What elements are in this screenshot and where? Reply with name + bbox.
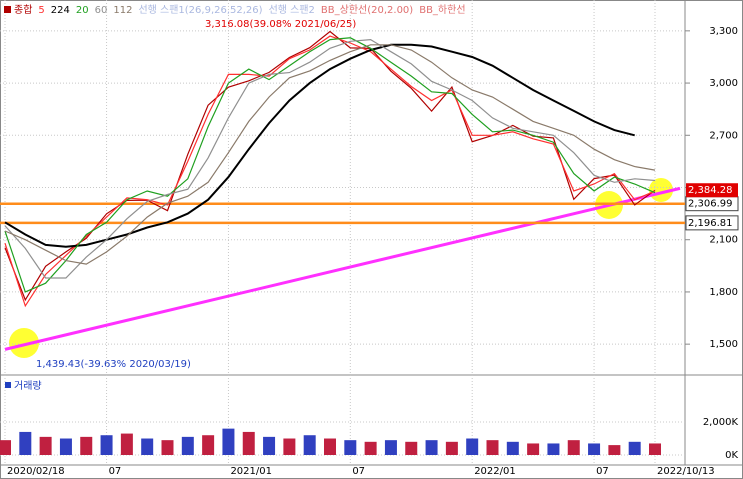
volume-bar: [344, 440, 357, 455]
volume-bar: [202, 435, 215, 455]
x-tick-label: 07: [352, 466, 365, 477]
series-line: [4, 37, 656, 293]
x-tick-label: 2022/01: [474, 466, 516, 477]
y-tick-label: 2,700: [709, 130, 738, 141]
volume-bar: [567, 440, 580, 455]
legend-entry: 112: [113, 5, 132, 16]
volume-bar: [649, 443, 661, 455]
y-tick-label: 3,000: [709, 78, 738, 89]
volume-bar: [59, 438, 72, 455]
highlight: [9, 328, 39, 358]
volume-bar: [405, 441, 418, 455]
volume-bar: [608, 445, 621, 455]
series-line: [4, 43, 635, 248]
series-line: [4, 30, 656, 302]
last-price-box: [686, 183, 738, 198]
volume-bar: [222, 428, 235, 455]
volume-bar: [0, 440, 11, 455]
legend-entry: 선행 스팬1(26,9,26,52,26): [138, 4, 262, 16]
x-tick-label: 2020/02/18: [7, 466, 65, 477]
legend-box: [4, 6, 11, 13]
legend-entry: 5: [38, 5, 44, 16]
series-line: [4, 38, 656, 279]
legend-entry: 224: [51, 5, 70, 16]
volume-bar: [486, 440, 499, 455]
volume-bar: [181, 436, 194, 455]
y-tick-label: 0K: [725, 450, 738, 461]
volume-bar: [588, 443, 601, 455]
legend-entry: BB_상한선(20,2.00): [321, 4, 413, 16]
y-tick-label: 2,100: [709, 235, 738, 246]
volume-bar: [39, 436, 52, 455]
volume-title: 거래량: [14, 380, 42, 392]
volume-bar: [445, 441, 458, 455]
y-tick-label: 3,300: [709, 26, 738, 37]
price-box: [685, 215, 739, 231]
annotation: 1,439.43(-39.63% 2020/03/19): [36, 359, 191, 370]
price-label: 2,196.81: [688, 218, 733, 229]
volume-bar: [527, 443, 540, 455]
volume-bar: [506, 441, 519, 455]
volume-bar: [547, 443, 560, 455]
x-tick-label: 07: [109, 466, 122, 477]
trendline: [4, 186, 681, 351]
legend-entry: 선행 스팬2: [269, 4, 315, 16]
volume-bar: [425, 440, 438, 455]
legend-entry: 60: [95, 5, 108, 16]
volume-bar: [19, 431, 32, 455]
volume-bar: [120, 433, 133, 455]
volume-bar: [80, 436, 93, 455]
y-tick-label: 2,000K: [703, 417, 739, 428]
legend-entry: BB_하한선: [419, 3, 465, 16]
volume-bar: [303, 435, 316, 455]
x-tick-label: 07: [596, 466, 609, 477]
series-line: [4, 35, 656, 308]
volume-bar: [384, 440, 397, 455]
y-tick-label: 1,800: [709, 287, 738, 298]
volume-bar: [364, 441, 377, 455]
volume-bar: [628, 441, 641, 455]
y-tick-label: 1,500: [709, 339, 738, 350]
legend-entry: 20: [76, 5, 89, 16]
volume-bar: [263, 436, 276, 455]
legend-entry: 종합: [14, 4, 32, 16]
x-tick-label: 2022/10/13: [657, 466, 715, 477]
volume-legend-box: [5, 382, 11, 388]
volume-bar: [283, 438, 296, 455]
annotation: 3,316.08(39.08% 2021/06/25): [205, 19, 356, 30]
volume-bar: [141, 438, 154, 455]
volume-bar: [242, 431, 255, 455]
volume-bar: [100, 435, 113, 455]
price-label: 2,306.99: [688, 199, 733, 210]
last-price-label: 2,384.28: [688, 185, 733, 196]
volume-bar: [161, 440, 174, 455]
series-line: [4, 44, 656, 265]
volume-bar: [466, 438, 479, 455]
volume-bar: [324, 438, 336, 455]
x-tick-label: 2021/01: [230, 466, 272, 477]
